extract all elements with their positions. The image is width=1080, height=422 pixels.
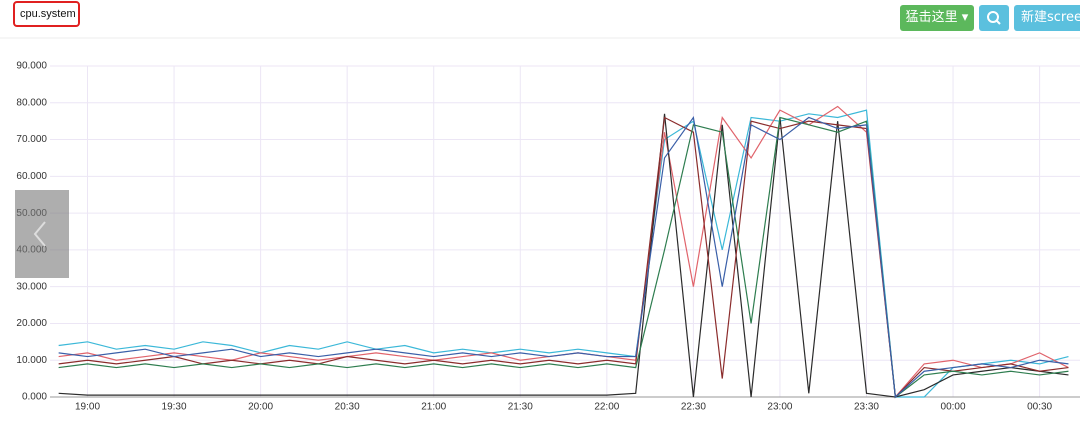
x-tick-label: 22:00 (594, 402, 619, 413)
series-line (58, 105, 1069, 399)
x-tick-label: 00:30 (1027, 402, 1052, 413)
x-tick-label: 23:00 (767, 402, 792, 413)
chart-title: cpu.system (20, 8, 76, 20)
zoom-icon (987, 11, 1001, 25)
y-tick-label: 60.000 (16, 171, 47, 182)
y-tick-label: 90.000 (16, 61, 47, 72)
series-line (58, 113, 1069, 398)
button-label: 新建screen (1021, 10, 1080, 25)
x-tick-label: 20:00 (248, 402, 273, 413)
prev-overlay[interactable] (15, 190, 69, 278)
title-box (13, 1, 80, 27)
x-tick-label: 19:30 (162, 402, 187, 413)
y-tick-label: 20.000 (16, 318, 47, 329)
y-tick-label: 0.000 (22, 392, 47, 403)
x-tick-label: 19:00 (75, 402, 100, 413)
dropdown-button[interactable]: 猛击这里 ▾ (900, 5, 974, 31)
x-tick-label: 20:30 (335, 402, 360, 413)
zoom-button[interactable] (979, 5, 1009, 31)
x-tick-label: 21:30 (508, 402, 533, 413)
x-tick-label: 21:00 (421, 402, 446, 413)
new-screen-button[interactable]: 新建screen (1014, 5, 1080, 31)
y-tick-label: 30.000 (16, 281, 47, 292)
x-tick-label: 23:30 (854, 402, 879, 413)
y-tick-label: 10.000 (16, 355, 47, 366)
button-label: 猛击这里 (905, 10, 958, 25)
x-tick-label: 00:00 (941, 402, 966, 413)
series-line (58, 109, 1069, 398)
y-tick-label: 70.000 (16, 134, 47, 145)
x-tick-label: 22:30 (681, 402, 706, 413)
y-tick-label: 80.000 (16, 97, 47, 108)
series-line (58, 115, 1069, 399)
